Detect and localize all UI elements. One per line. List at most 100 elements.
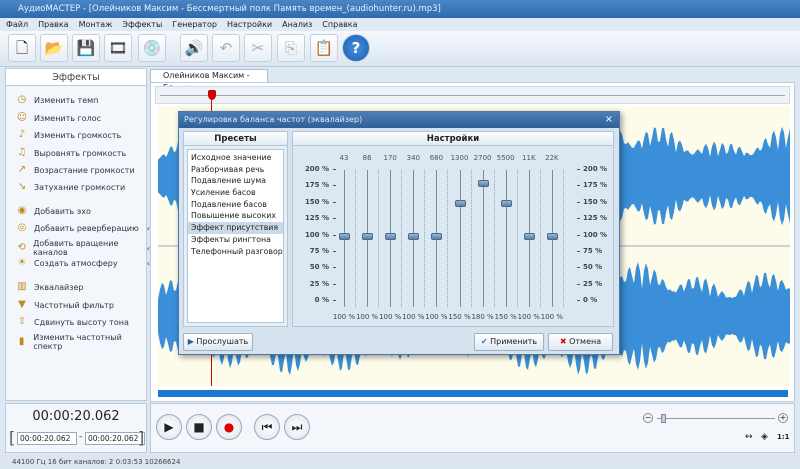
band-slider-thumb[interactable] [408,232,420,240]
preset-item[interactable]: Эффект присутствия [188,222,283,234]
open-folder-icon[interactable]: 📂 [40,34,68,62]
help-icon[interactable]: ? [342,34,370,62]
effect-item[interactable]: ◷ Изменить темп [16,94,146,106]
band-dots [470,170,472,307]
listen-button[interactable]: ▶ Прослушать [183,333,253,351]
horizontal-scrollbar[interactable] [158,390,788,397]
settings-title: Настройки [293,132,613,146]
band-value: 100 % [355,313,379,321]
zoom-1to1-icon[interactable]: 1:1 [777,433,790,441]
preset-item[interactable]: Усиление басов [191,188,256,198]
preset-item[interactable]: Телефонный разговор [191,246,283,256]
record-button[interactable]: ● [216,414,242,440]
add-cd-icon[interactable]: 💿 [138,34,166,62]
effect-item[interactable]: ◉ Добавить эхо [16,205,146,217]
zoom-slider[interactable] [657,418,775,419]
title-bar: АудиоМАСТЕР - [Олейников Максим - Бессме… [0,0,800,18]
zoom-selection-icon[interactable]: ◈ [761,432,768,442]
band-value: 100 % [540,313,564,321]
selection-start-input[interactable]: 00:00:20.062 [17,432,77,445]
new-file-icon[interactable]: 🗋 [8,34,36,62]
scale-label-left: 100 % [304,230,329,239]
band-slider-thumb[interactable] [500,199,512,207]
band-slider-thumb[interactable] [362,232,374,240]
band-slider-thumb[interactable] [339,232,350,240]
paste-icon[interactable]: 📋 [310,34,338,62]
menu-item[interactable]: Эффекты [122,20,163,29]
presets-title: Пресеты [184,132,287,146]
playhead-marker[interactable] [208,90,216,100]
add-video-icon[interactable]: 🎞 [104,34,132,62]
preset-item[interactable]: Разборчивая речь [191,164,265,174]
effect-icon: ↗ [17,164,27,175]
fit-width-icon[interactable]: ↔ [745,432,753,442]
effect-item[interactable]: ⇧ Сдвинуть высоту тона [16,316,146,328]
effect-item[interactable]: ↘ Затухание громкости [16,181,146,193]
effect-item[interactable]: ▥ Эквалайзер [16,281,146,293]
scale-label-right: 200 % [583,165,608,173]
zoom-in-button[interactable]: + [778,413,788,423]
effect-item[interactable]: ↗ Возрастание громкости [16,164,146,176]
band-slider-thumb[interactable] [523,232,535,240]
menu-item[interactable]: Анализ [282,20,313,29]
band-frequency: 43 [339,154,349,162]
selection-end-input[interactable]: 00:00:20.062 [85,432,145,445]
close-icon[interactable]: × [604,114,613,125]
menu-item[interactable]: Справка [322,20,358,29]
effect-item[interactable]: ◎ Добавить реверберацию ‹ [16,222,150,234]
band-slider-thumb[interactable] [546,232,558,240]
band-slider-thumb[interactable] [477,180,489,188]
tab-file[interactable]: Олейников Максим - Бе... × [150,69,268,92]
apply-button[interactable]: ✔ Применить [474,333,544,351]
undo-icon[interactable]: ↶ [212,34,240,62]
band-dots [378,170,380,307]
effect-item[interactable]: ☀ Создать атмосферу ‹ [16,257,150,269]
copy-icon[interactable]: ⎘ [277,34,305,62]
preset-item[interactable]: Подавление шума [191,176,267,186]
cancel-button[interactable]: ✖ Отмена [548,333,613,351]
preset-item[interactable]: Подавление басов [191,199,267,209]
band-frequency: 11K [522,154,536,162]
zoom-slider-thumb[interactable] [661,414,666,423]
effect-item[interactable]: ⟲ Добавить вращение каналов ‹ [16,239,150,257]
range-dash: - [79,432,83,442]
effect-label: Добавить реверберацию [34,223,139,233]
expand-arrow-icon[interactable]: ‹ [146,223,150,233]
band-slider-thumb[interactable] [454,199,466,207]
save-icon[interactable]: 💾 [72,34,100,62]
effect-item[interactable]: ☺ Изменить голос [16,112,146,124]
preset-item[interactable]: Повышение высоких [191,211,276,221]
effect-icon: ▥ [17,281,27,292]
cut-icon[interactable]: ✂ [244,34,272,62]
tick [333,283,336,285]
band-value: 100 % [332,313,356,321]
menu-item[interactable]: Настройки [226,20,273,29]
speaker-icon[interactable]: 🔊 [180,34,208,62]
scale-label-right: 175 % [583,181,608,190]
tick [333,169,336,170]
menu-item[interactable]: Правка [38,20,69,29]
play-button[interactable]: ▶ [156,414,182,440]
expand-arrow-icon[interactable]: ‹ [146,243,150,253]
preset-item[interactable]: Исходное значение [191,153,272,162]
menu-item[interactable]: Монтаж [78,20,113,29]
scale-label-left: 150 % [304,197,329,206]
band-slider-thumb[interactable] [385,232,397,240]
effect-item[interactable]: ▮ Изменить частотный спектр [16,333,146,351]
preset-item[interactable]: Эффекты рингтона [191,234,271,244]
timeline[interactable] [155,86,790,104]
bracket-right: ] [138,428,145,447]
zoom-out-button[interactable]: − [643,413,653,423]
effect-item[interactable]: ♫ Выровнять громкость [16,147,146,159]
band-value: 100 % [517,313,540,321]
effect-item[interactable]: ♪ Изменить громкость [16,129,146,141]
effect-item[interactable]: ▼ Частотный фильтр [16,299,146,311]
menu-item[interactable]: Файл [6,20,29,29]
expand-arrow-icon[interactable]: ‹ [146,258,150,268]
forward-button[interactable]: ⏭ [284,414,310,440]
band-slider-thumb[interactable] [431,232,443,240]
menu-item[interactable]: Генератор [172,20,217,29]
stop-button[interactable]: ■ [186,414,212,440]
scale-label-right: 50 % [583,263,603,272]
rewind-button[interactable]: ⏮ [254,414,280,440]
